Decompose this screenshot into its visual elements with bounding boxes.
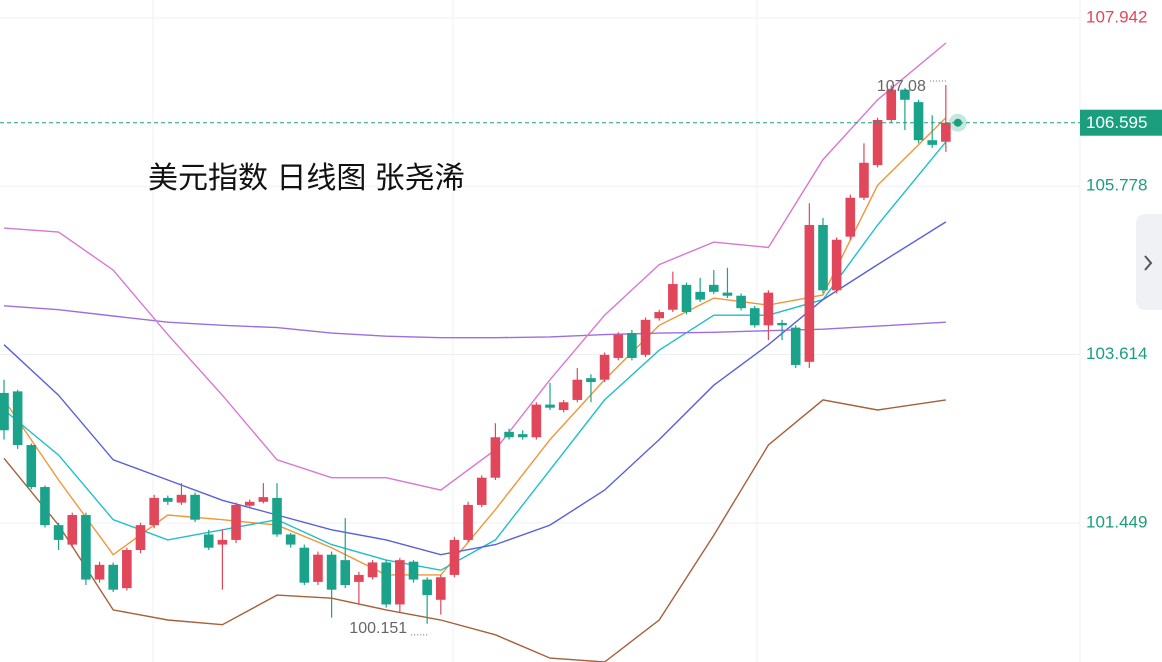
candle-body	[40, 487, 50, 526]
candle-body	[449, 539, 460, 575]
candle-body	[163, 497, 173, 502]
candle-body	[203, 534, 214, 548]
candle-body	[927, 140, 937, 145]
candle-body	[859, 162, 869, 198]
overlay: 106.595 107.08 100.151	[0, 78, 1162, 637]
candle-body	[572, 379, 583, 400]
candle-body	[558, 402, 569, 411]
candle-body	[599, 354, 610, 380]
high-annotation: 107.08	[877, 78, 926, 95]
candle-body	[108, 564, 118, 590]
candle-body	[395, 560, 405, 605]
chart-title: 美元指数 日线图 张尧浠	[148, 162, 465, 195]
candle-body	[490, 437, 501, 478]
candle-body	[258, 497, 269, 502]
candle-body	[12, 391, 23, 446]
candle-body	[231, 504, 241, 540]
candle-body	[313, 554, 323, 582]
y-tick-label: 103.614	[1086, 344, 1147, 363]
candle-body	[790, 327, 801, 365]
candle-body	[217, 539, 228, 545]
candle-body	[135, 525, 146, 551]
candle-body	[941, 122, 951, 142]
indicator-line	[3, 221, 947, 556]
candle-body	[340, 560, 351, 586]
y-tick-label: 101.449	[1086, 512, 1147, 531]
indicator-line	[3, 42, 947, 491]
candle-body	[709, 284, 719, 292]
candle-body	[668, 284, 678, 310]
candle-body	[913, 102, 924, 141]
grid: 107.942 105.778 103.614 101.449	[0, 7, 1147, 531]
candle-body	[517, 434, 528, 438]
candle-body	[831, 239, 842, 291]
candle-body	[244, 501, 255, 506]
candle-body	[190, 494, 200, 520]
candle-body	[886, 89, 897, 120]
candle-body	[122, 550, 132, 589]
candles	[0, 84, 951, 624]
candle-body	[504, 431, 514, 438]
current-price-dot	[953, 118, 962, 127]
candle-body	[299, 547, 310, 583]
candle-body	[613, 334, 624, 358]
candle-body	[818, 224, 828, 291]
y-tick-label: 107.942	[1086, 7, 1147, 26]
candle-body	[326, 554, 337, 590]
candle-body	[695, 291, 705, 300]
candle-body	[900, 89, 910, 100]
current-price-badge	[1080, 109, 1162, 136]
candle-body	[749, 308, 760, 326]
candle-body	[149, 497, 159, 526]
candle-body	[381, 562, 391, 605]
indicator-line	[3, 399, 947, 662]
candle-body	[777, 322, 787, 326]
candle-body	[872, 119, 883, 166]
y-tick-label: 105.778	[1086, 176, 1147, 195]
candle-body	[763, 292, 774, 326]
candle-body	[67, 515, 78, 545]
candle-body	[26, 445, 37, 488]
candle-body	[531, 404, 542, 438]
candle-body	[722, 292, 733, 296]
current-price-label: 106.595	[1086, 113, 1147, 132]
candle-body	[272, 497, 282, 535]
candle-body	[545, 404, 555, 408]
chevron-icon	[1144, 255, 1153, 271]
candle-body	[81, 515, 91, 580]
candle-body	[408, 561, 419, 580]
candle-body	[463, 504, 473, 540]
candle-body	[53, 525, 64, 540]
indicator-line	[3, 141, 947, 571]
candle-body	[736, 295, 746, 309]
low-annotation: 100.151	[349, 620, 407, 637]
candle-body	[367, 562, 378, 578]
candle-body	[176, 494, 187, 503]
candle-body	[422, 579, 432, 596]
candle-body	[640, 319, 651, 355]
candle-body	[654, 312, 664, 319]
candle-body	[0, 392, 9, 431]
candle-body	[681, 284, 692, 313]
candle-body	[845, 197, 856, 237]
candle-body	[94, 564, 105, 580]
candle-body	[586, 378, 596, 383]
candle-body	[476, 477, 487, 505]
candle-body	[627, 333, 637, 358]
candle-body	[436, 577, 446, 600]
candle-body	[285, 534, 296, 545]
candle-body	[804, 224, 815, 362]
indicator-line	[3, 305, 946, 339]
candle-body	[354, 574, 364, 582]
